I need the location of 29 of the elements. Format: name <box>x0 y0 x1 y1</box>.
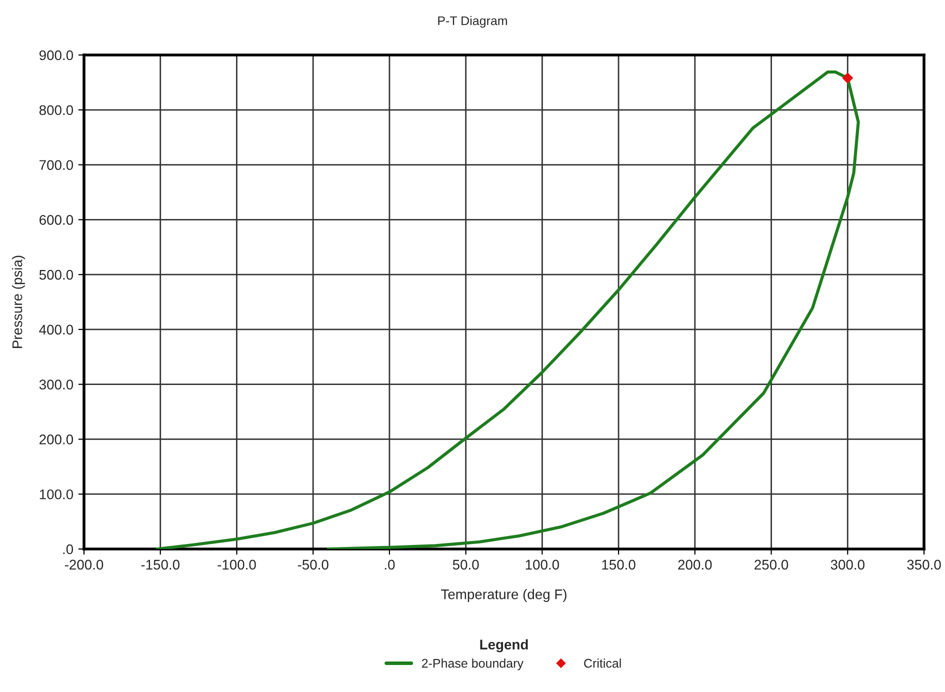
y-tick-label: 100.0 <box>40 489 74 500</box>
x-tick-label: -100.0 <box>218 560 256 570</box>
y-tick-label: 600.0 <box>40 215 74 225</box>
chart-title: P-T Diagram <box>438 16 507 28</box>
x-axis-title: Temperature (deg F) <box>441 589 566 602</box>
x-tick-label: 200.0 <box>678 560 712 570</box>
y-tick-label: 900.0 <box>39 50 74 60</box>
x-tick-label: 100.0 <box>526 560 560 570</box>
x-tick-label: -50.0 <box>298 560 328 570</box>
y-tick-label: 200.0 <box>40 434 74 444</box>
line-series <box>156 70 860 549</box>
x-tick-label: 350.0 <box>907 560 941 570</box>
x-tick-label: 300.0 <box>830 560 864 570</box>
x-tick-label: 250.0 <box>754 560 788 570</box>
y-tick-label: 800.0 <box>39 105 74 116</box>
y-tick-label: .0 <box>63 544 74 554</box>
x-tick-label: 150.0 <box>602 560 636 570</box>
y-tick-label: 400.0 <box>39 324 74 335</box>
x-tick-label: -200.0 <box>64 560 104 570</box>
legend-label: Critical <box>584 658 621 668</box>
legend-title: Legend <box>480 639 528 652</box>
x-tick-label: .0 <box>384 560 395 570</box>
x-tick-label: -150.0 <box>141 560 180 570</box>
legend-label: 2-Phase boundary <box>422 658 524 670</box>
x-tick-label: 50.0 <box>452 560 479 570</box>
y-tick-label: 300.0 <box>39 380 74 390</box>
y-axis-title: Pressure (psia) <box>12 256 25 348</box>
y-tick-label: 700.0 <box>40 160 74 170</box>
y-tick-label: 500.0 <box>39 270 74 280</box>
